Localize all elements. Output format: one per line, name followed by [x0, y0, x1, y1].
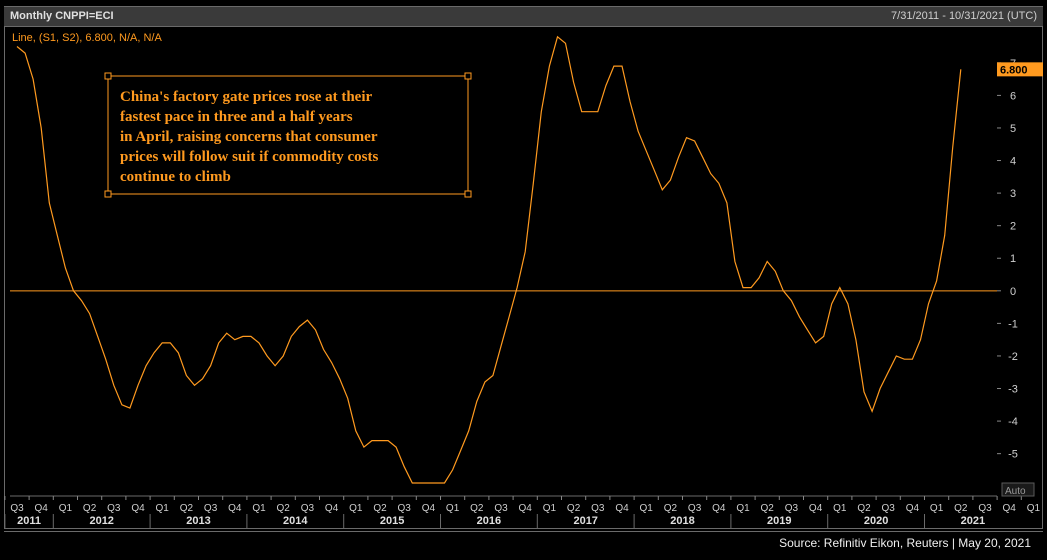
x-tick-label: Q1: [833, 503, 847, 514]
x-tick-label: Q3: [591, 503, 605, 514]
x-year-label: 2012: [89, 515, 113, 527]
x-tick-label: Q1: [59, 503, 73, 514]
y-tick-label: -4: [1008, 416, 1018, 428]
legend: Line, (S1, S2), 6.800, N/A, N/A: [12, 32, 162, 44]
x-tick-label: Q1: [640, 503, 654, 514]
x-tick-label: Q3: [301, 503, 315, 514]
source-text: Source: Refinitiv Eikon, Reuters | May 2…: [779, 536, 1031, 550]
y-tick-label: -2: [1008, 351, 1018, 363]
annotation-line-2: fastest pace in three and a half years: [120, 109, 353, 125]
x-tick-label: Q2: [180, 503, 194, 514]
x-axis: Q3 Q4 Q1 Q2 Q3 Q4 Q1 Q2 Q3 Q4 Q1 Q2 Q3 Q4 Q1 Q2 Q3 Q4 Q1 Q2…: [4, 495, 1041, 528]
x-year-label: 2011: [17, 515, 41, 527]
auto-button-bg[interactable]: [1001, 482, 1035, 497]
x-tick-label: Q4: [809, 503, 823, 514]
annotation-handle-tr[interactable]: [464, 72, 472, 80]
annotation-line-1: China's factory gate prices rose at thei…: [120, 89, 373, 105]
y-tick-label: 1: [1010, 253, 1016, 265]
x-tick-label: Q3: [107, 503, 121, 514]
x-year-label: 2016: [477, 515, 501, 527]
y-tick-label: 4: [1010, 156, 1016, 168]
x-tick-label: Q1: [349, 503, 363, 514]
y-axis: -5-4-3-2-101234567: [997, 58, 1018, 461]
x-tick-label: Q2: [761, 503, 775, 514]
x-tick-label: Q3: [882, 503, 896, 514]
annotation-box[interactable]: China's factory gate prices rose at thei…: [104, 72, 472, 198]
annotation-handle-br[interactable]: [464, 190, 472, 198]
x-year-label: 2017: [573, 515, 597, 527]
auto-scale-button[interactable]: Auto: [1001, 482, 1035, 497]
annotation-line-5: continue to climb: [120, 169, 231, 185]
date-range: 7/31/2011 - 10/31/2021 (UTC): [891, 10, 1037, 22]
chart-area[interactable]: [4, 26, 1043, 529]
y-tick-label: 5: [1010, 123, 1016, 135]
x-tick-label: Q1: [252, 503, 266, 514]
y-tick-label: 6: [1010, 90, 1016, 102]
x-year-label: 2014: [283, 515, 308, 527]
x-tick-label: Q1: [930, 503, 944, 514]
annotation-handle-bl[interactable]: [104, 190, 112, 198]
y-tick-label: 0: [1010, 286, 1016, 298]
auto-button-label[interactable]: Auto: [1005, 486, 1026, 497]
x-tick-label: Q2: [954, 503, 968, 514]
annotation-line-3: in April, raising concerns that consumer: [120, 129, 378, 145]
y-tick-label: 2: [1010, 221, 1016, 233]
chart-title: Monthly CNPPI=ECI: [10, 10, 114, 22]
x-tick-label: Q4: [1003, 503, 1017, 514]
y-tick-label: -1: [1008, 318, 1018, 330]
x-tick-label: Q1: [1027, 503, 1041, 514]
x-year-label: 2019: [767, 515, 791, 527]
x-tick-label: Q2: [664, 503, 678, 514]
x-tick-label: Q2: [857, 503, 871, 514]
annotation-line-4: prices will follow suit if commodity cos…: [120, 149, 378, 165]
x-tick-label: Q4: [325, 503, 339, 514]
x-tick-label: Q4: [615, 503, 629, 514]
x-tick-label: Q1: [543, 503, 557, 514]
y-tick-label: 3: [1010, 188, 1016, 200]
x-tick-label: Q1: [156, 503, 170, 514]
y-tick-label: -3: [1008, 384, 1018, 396]
x-year-label: 2018: [670, 515, 694, 527]
x-tick-label: Q4: [906, 503, 920, 514]
x-tick-label: Q2: [277, 503, 291, 514]
x-tick-label: Q4: [228, 503, 242, 514]
x-tick-label: Q4: [35, 503, 49, 514]
x-tick-label: Q1: [736, 503, 750, 514]
x-tick-label: Q4: [131, 503, 145, 514]
series-line: [16, 35, 962, 484]
x-tick-label: Q2: [373, 503, 387, 514]
x-year-label: 2020: [864, 515, 888, 527]
x-year-label: 2013: [186, 515, 210, 527]
x-tick-label: Q3: [10, 503, 24, 514]
x-year-label: 2021: [961, 515, 985, 527]
x-tick-label: Q3: [204, 503, 218, 514]
x-tick-label: Q4: [712, 503, 726, 514]
x-tick-label: Q2: [470, 503, 484, 514]
last-value-label: 6.800: [1000, 64, 1028, 76]
footer: Source: Refinitiv Eikon, Reuters | May 2…: [4, 531, 1043, 555]
last-value-badge-bg: [997, 62, 1043, 77]
x-tick-label: Q3: [688, 503, 702, 514]
last-value-badge: 6.800: [997, 62, 1043, 77]
x-tick-label: Q3: [978, 503, 992, 514]
annotation-border: [107, 75, 469, 195]
x-tick-label: Q4: [519, 503, 533, 514]
y-tick-label: -5: [1008, 449, 1018, 461]
x-tick-label: Q1: [446, 503, 460, 514]
x-year-label: 2015: [380, 515, 404, 527]
x-tick-label: Q2: [83, 503, 97, 514]
annotation-handle-tl[interactable]: [104, 72, 112, 80]
x-tick-label: Q3: [785, 503, 799, 514]
x-tick-label: Q4: [422, 503, 436, 514]
x-tick-label: Q3: [494, 503, 508, 514]
x-tick-label: Q2: [567, 503, 581, 514]
x-tick-label: Q3: [398, 503, 412, 514]
